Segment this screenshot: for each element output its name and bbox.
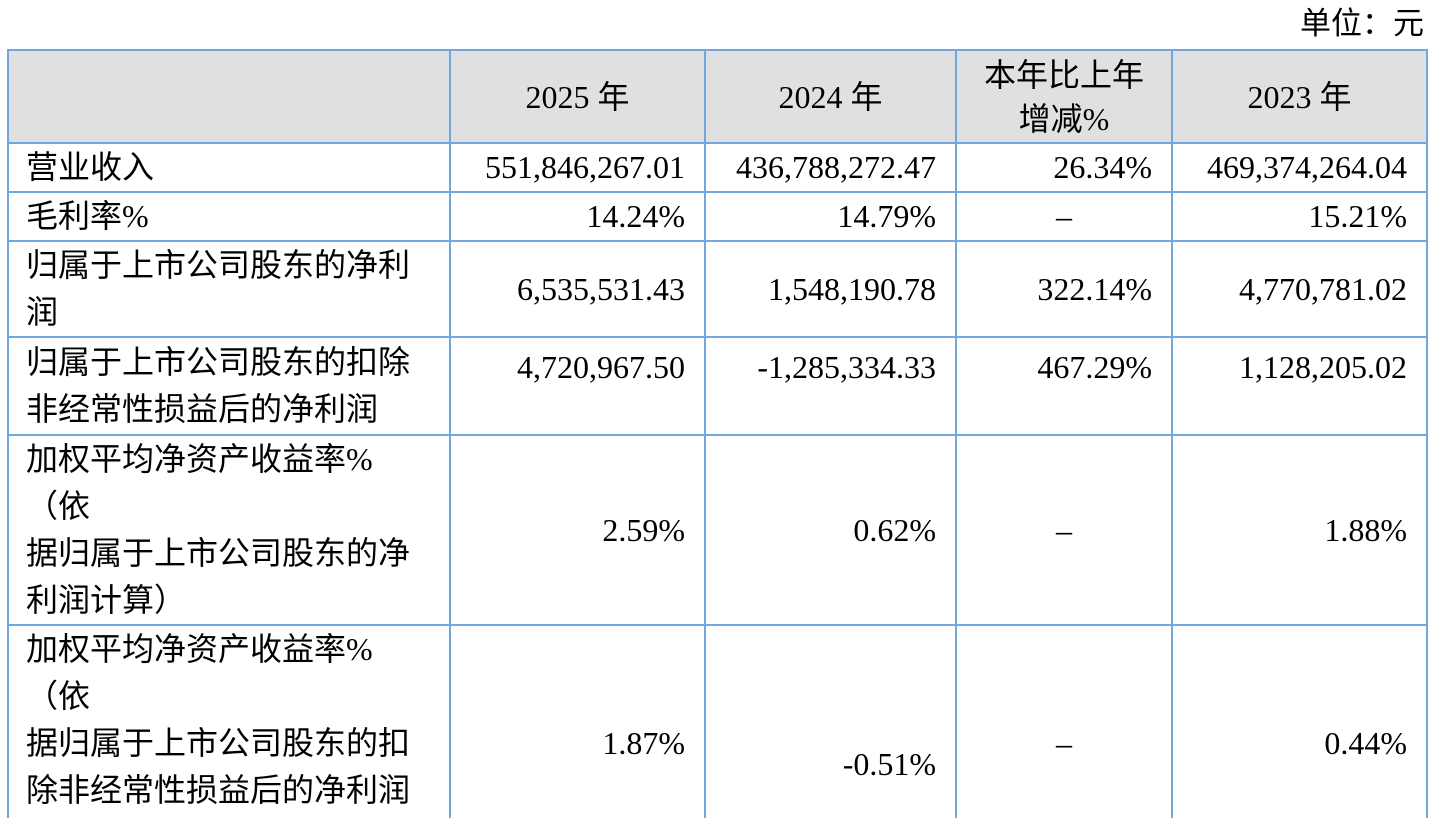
cell-2025: 1.87% [449,624,706,818]
cell-2024: -1,285,334.33 [704,336,957,436]
cell-change: 322.14% [955,240,1173,338]
col-header-change: 本年比上年 增减% [955,49,1173,144]
cell-2025: 6,535,531.43 [449,240,706,338]
cell-2023: 1,128,205.02 [1171,336,1428,436]
cell-2023: 15.21% [1171,191,1428,242]
cell-2025: 2.59% [449,434,706,626]
cell-change: – [955,434,1173,626]
row-label: 归属于上市公司股东的净利 润 [7,240,451,338]
cell-2025: 14.24% [449,191,706,242]
row-label: 营业收入 [7,142,451,193]
table-row-net-profit-deducted: 归属于上市公司股东的扣除 非经常性损益后的净利润 4,720,967.50 -1… [7,336,1428,436]
cell-2024: 436,788,272.47 [704,142,957,193]
cell-2023: 1.88% [1171,434,1428,626]
cell-2024: 0.62% [704,434,957,626]
financial-summary-table: 2025 年 2024 年 本年比上年 增减% 2023 年 营业收入 551,… [7,49,1428,818]
table-row-gross-margin: 毛利率% 14.24% 14.79% – 15.21% [7,191,1428,242]
row-label: 归属于上市公司股东的扣除 非经常性损益后的净利润 [7,336,451,436]
header-row: 2025 年 2024 年 本年比上年 增减% 2023 年 [7,49,1428,144]
col-header-2024: 2024 年 [704,49,957,144]
cell-2023: 0.44% [1171,624,1428,818]
col-header-blank [7,49,451,144]
table-row-revenue: 营业收入 551,846,267.01 436,788,272.47 26.34… [7,142,1428,193]
unit-label: 单位：元 [1300,6,1424,41]
table-row-net-profit: 归属于上市公司股东的净利 润 6,535,531.43 1,548,190.78… [7,240,1428,338]
cell-2025: 551,846,267.01 [449,142,706,193]
cell-2024: 14.79% [704,191,957,242]
cell-2024: -0.51% [704,624,957,818]
table-row-weighted-roe: 加权平均净资产收益率%（依 据归属于上市公司股东的净 利润计算） 2.59% 0… [7,434,1428,626]
row-label: 毛利率% [7,191,451,242]
cell-change: 467.29% [955,336,1173,436]
cell-change: – [955,624,1173,818]
cell-change: 26.34% [955,142,1173,193]
row-label: 加权平均净资产收益率%（依 据归属于上市公司股东的净 利润计算） [7,434,451,626]
cell-2023: 469,374,264.04 [1171,142,1428,193]
cell-2024: 1,548,190.78 [704,240,957,338]
col-header-2023: 2023 年 [1171,49,1428,144]
row-label: 加权平均净资产收益率%（依 据归属于上市公司股东的扣 除非经常性损益后的净利润 … [7,624,451,818]
cell-2023: 4,770,781.02 [1171,240,1428,338]
col-header-2025: 2025 年 [449,49,706,144]
cell-change: – [955,191,1173,242]
table-row-weighted-roe-deducted: 加权平均净资产收益率%（依 据归属于上市公司股东的扣 除非经常性损益后的净利润 … [7,624,1428,818]
cell-2025: 4,720,967.50 [449,336,706,436]
